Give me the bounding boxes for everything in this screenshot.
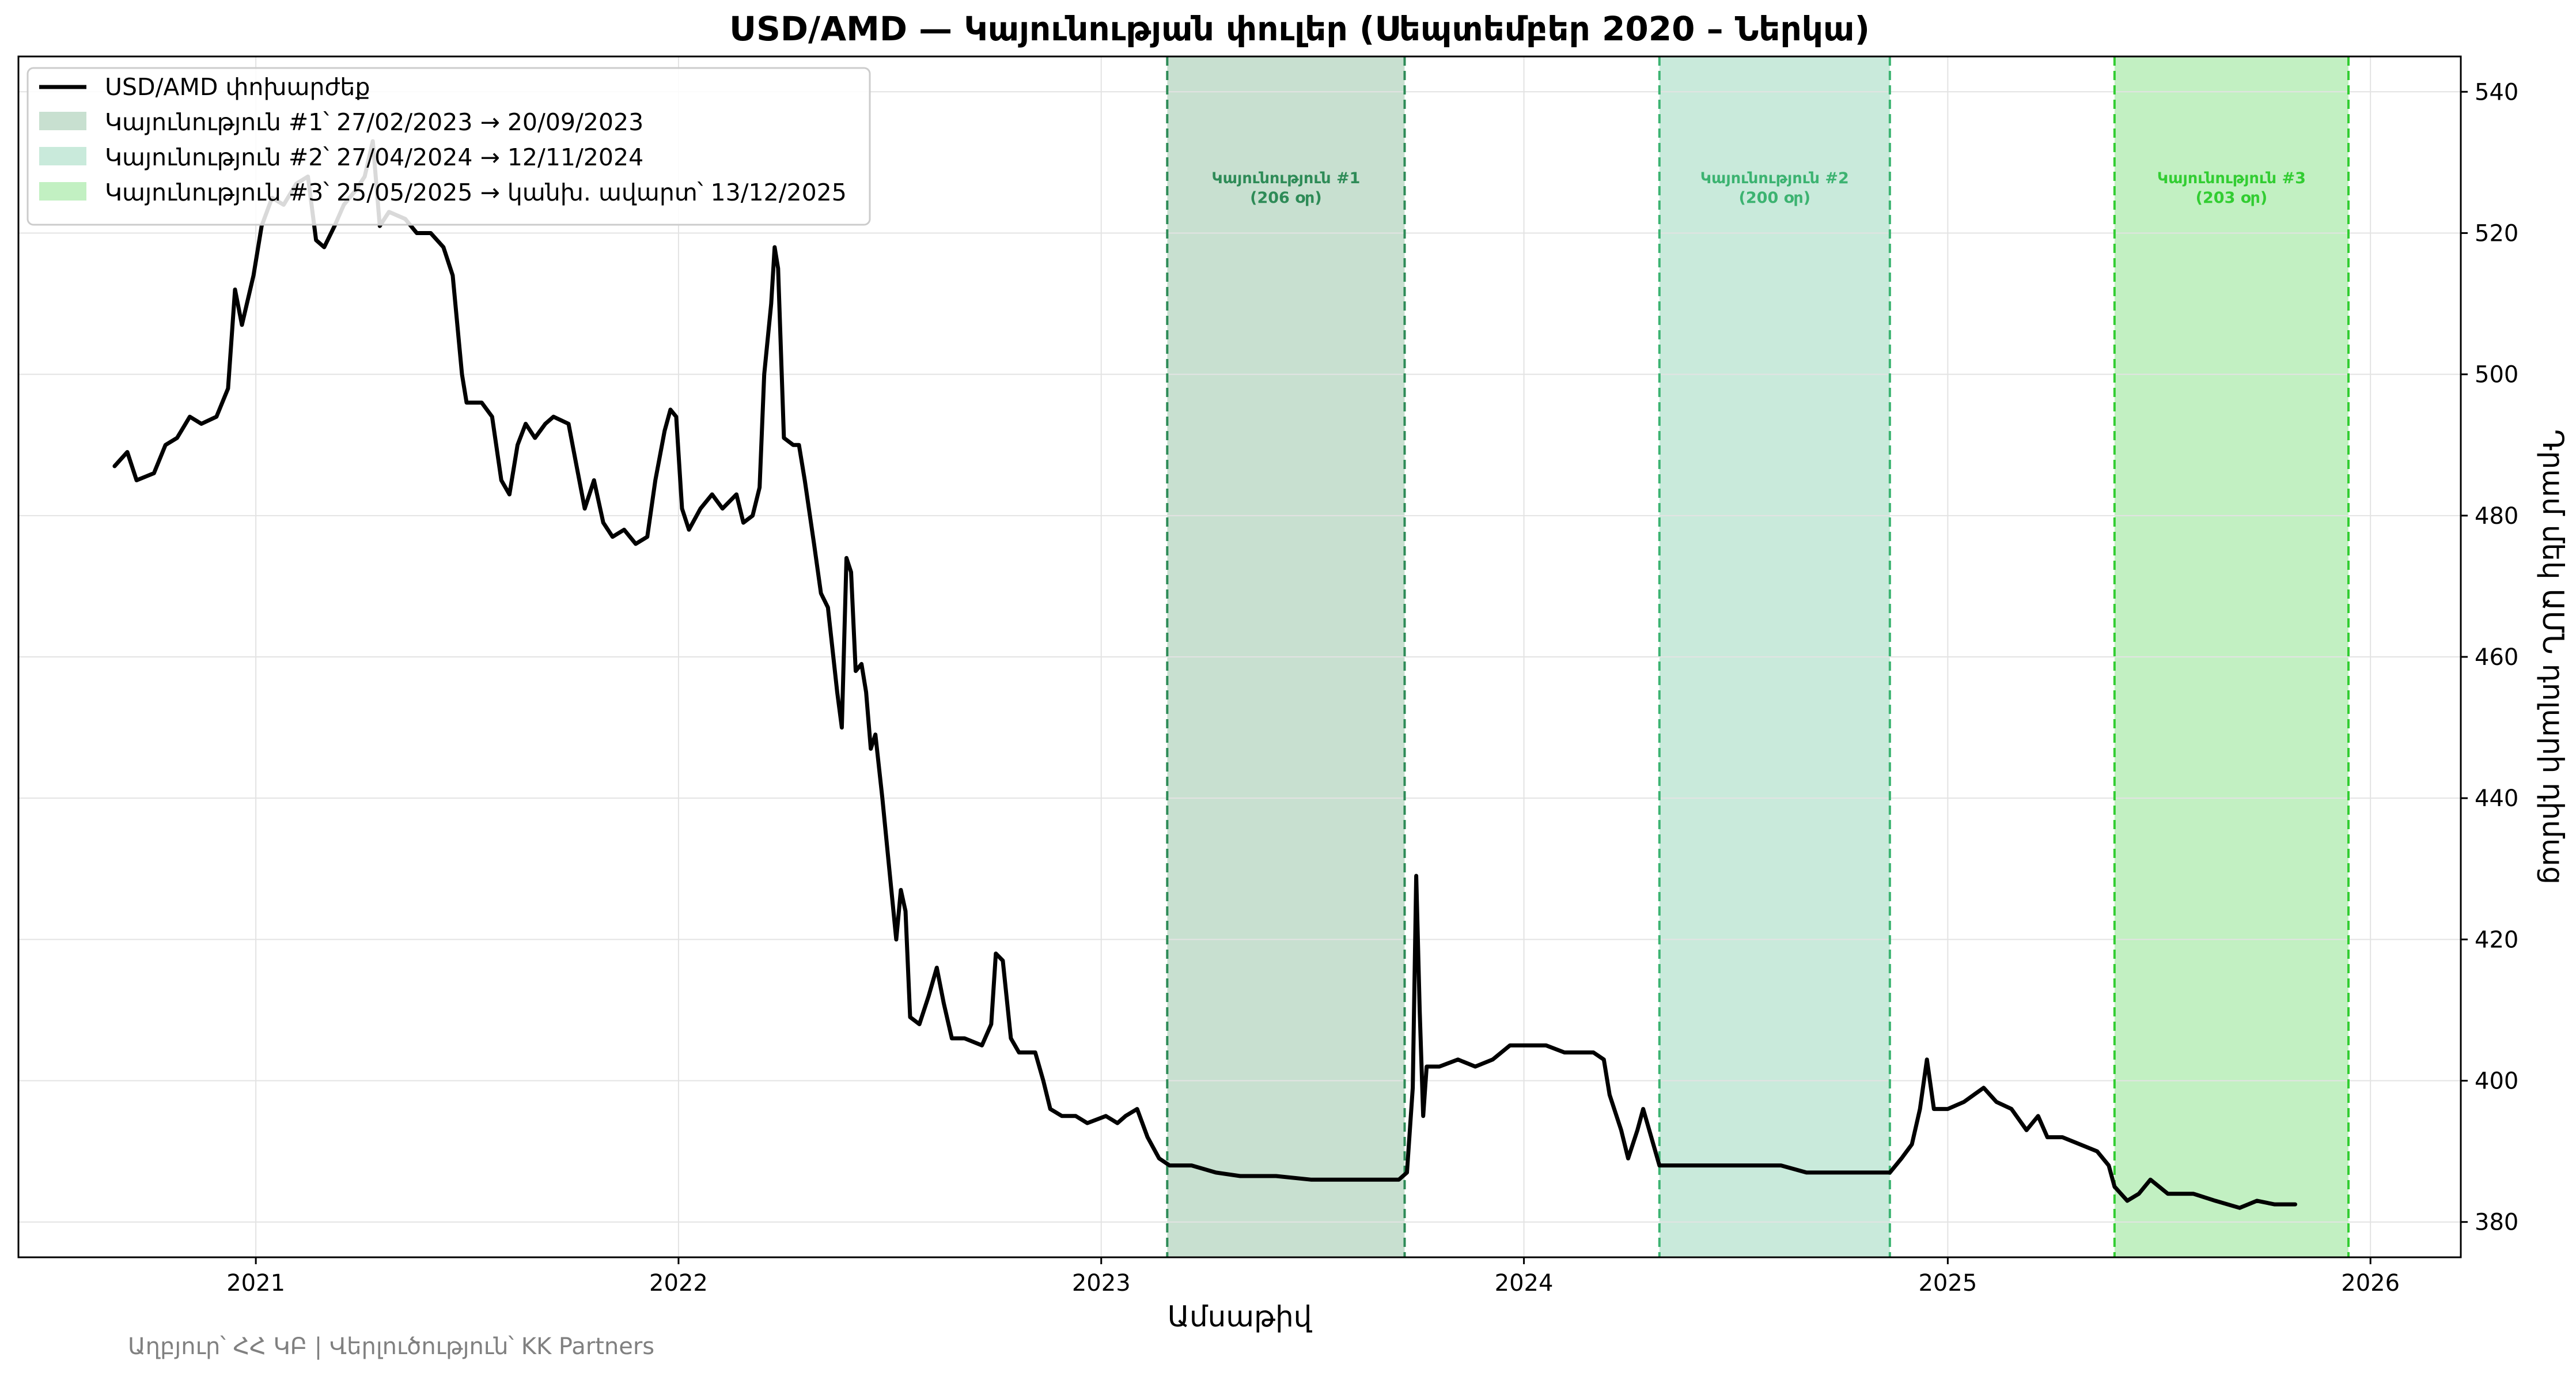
series-line-1	[112, 139, 2297, 1210]
y-tick-label-540: 540	[2475, 79, 2518, 105]
band-3-label: Կայունություն #3	[2157, 169, 2306, 187]
band-boundary-lines	[1166, 56, 2350, 1257]
y-tick-label-520: 520	[2475, 220, 2518, 247]
x-axis-ticks: 2021 2022 2023 2024 2025 2026	[226, 1257, 2400, 1296]
legend-swatch-band-2	[39, 147, 86, 165]
y-tick-label-460: 460	[2475, 644, 2518, 671]
x-tick-label-2023: 2023	[1072, 1270, 1131, 1296]
x-tick-label-2025: 2025	[1918, 1270, 1977, 1296]
legend-swatch-band-1	[39, 112, 86, 130]
band-3-days-label: (203 օր)	[2196, 189, 2268, 207]
band-2-days-label: (200 օր)	[1739, 189, 1811, 207]
band-2-label: Կայունություն #2	[1700, 169, 1849, 187]
chart-title: USD/AMD — Կայունության փուլեր (Սեպտեմբեր…	[729, 9, 1870, 48]
legend-label-band-2: Կայունություն #2՝ 27/04/2024 → 12/11/202…	[105, 143, 643, 171]
y-tick-label-380: 380	[2475, 1209, 2518, 1236]
y-axis-label: Դրամ մեկ ԱՄՆ դոլարի դիմաց	[2536, 429, 2570, 884]
band-1-label: Կայունություն #1	[1211, 169, 1360, 187]
x-tick-label-2024: 2024	[1495, 1270, 1554, 1296]
legend: USD/AMD փոխարժեք Կայունություն #1՝ 27/02/…	[26, 67, 871, 226]
x-axis-label: Ամսաթիվ	[1168, 1300, 1313, 1333]
legend-label-band-1: Կայունություն #1՝ 27/02/2023 → 20/09/202…	[105, 108, 643, 136]
y-tick-label-440: 440	[2475, 785, 2518, 812]
y-tick-label-400: 400	[2475, 1068, 2518, 1095]
source-note: Աղբյուր՝ ՀՀ ԿԲ | Վերլուծություն՝ KK Part…	[128, 1333, 654, 1360]
series-layer	[112, 139, 2297, 1210]
y-tick-label-420: 420	[2475, 927, 2518, 953]
legend-label-series: USD/AMD փոխարժեք	[105, 73, 370, 101]
y-tick-label-480: 480	[2475, 503, 2518, 530]
y-tick-label-500: 500	[2475, 362, 2518, 388]
y-axis-ticks: 380 400 420 440 460 480 500 520 540	[2461, 79, 2518, 1236]
legend-box	[26, 67, 871, 226]
x-tick-label-2021: 2021	[226, 1270, 285, 1296]
legend-swatch-band-3	[39, 182, 86, 201]
x-tick-label-2022: 2022	[649, 1270, 708, 1296]
band-1-days-label: (206 օր)	[1250, 189, 1322, 207]
legend-label-band-3: Կայունություն #3՝ 25/05/2025 → կանխ. ավա…	[105, 179, 847, 206]
band-labels: Կայունություն #1 (206 օր) Կայունություն #2…	[1211, 169, 2306, 207]
x-tick-label-2026: 2026	[2341, 1270, 2400, 1296]
